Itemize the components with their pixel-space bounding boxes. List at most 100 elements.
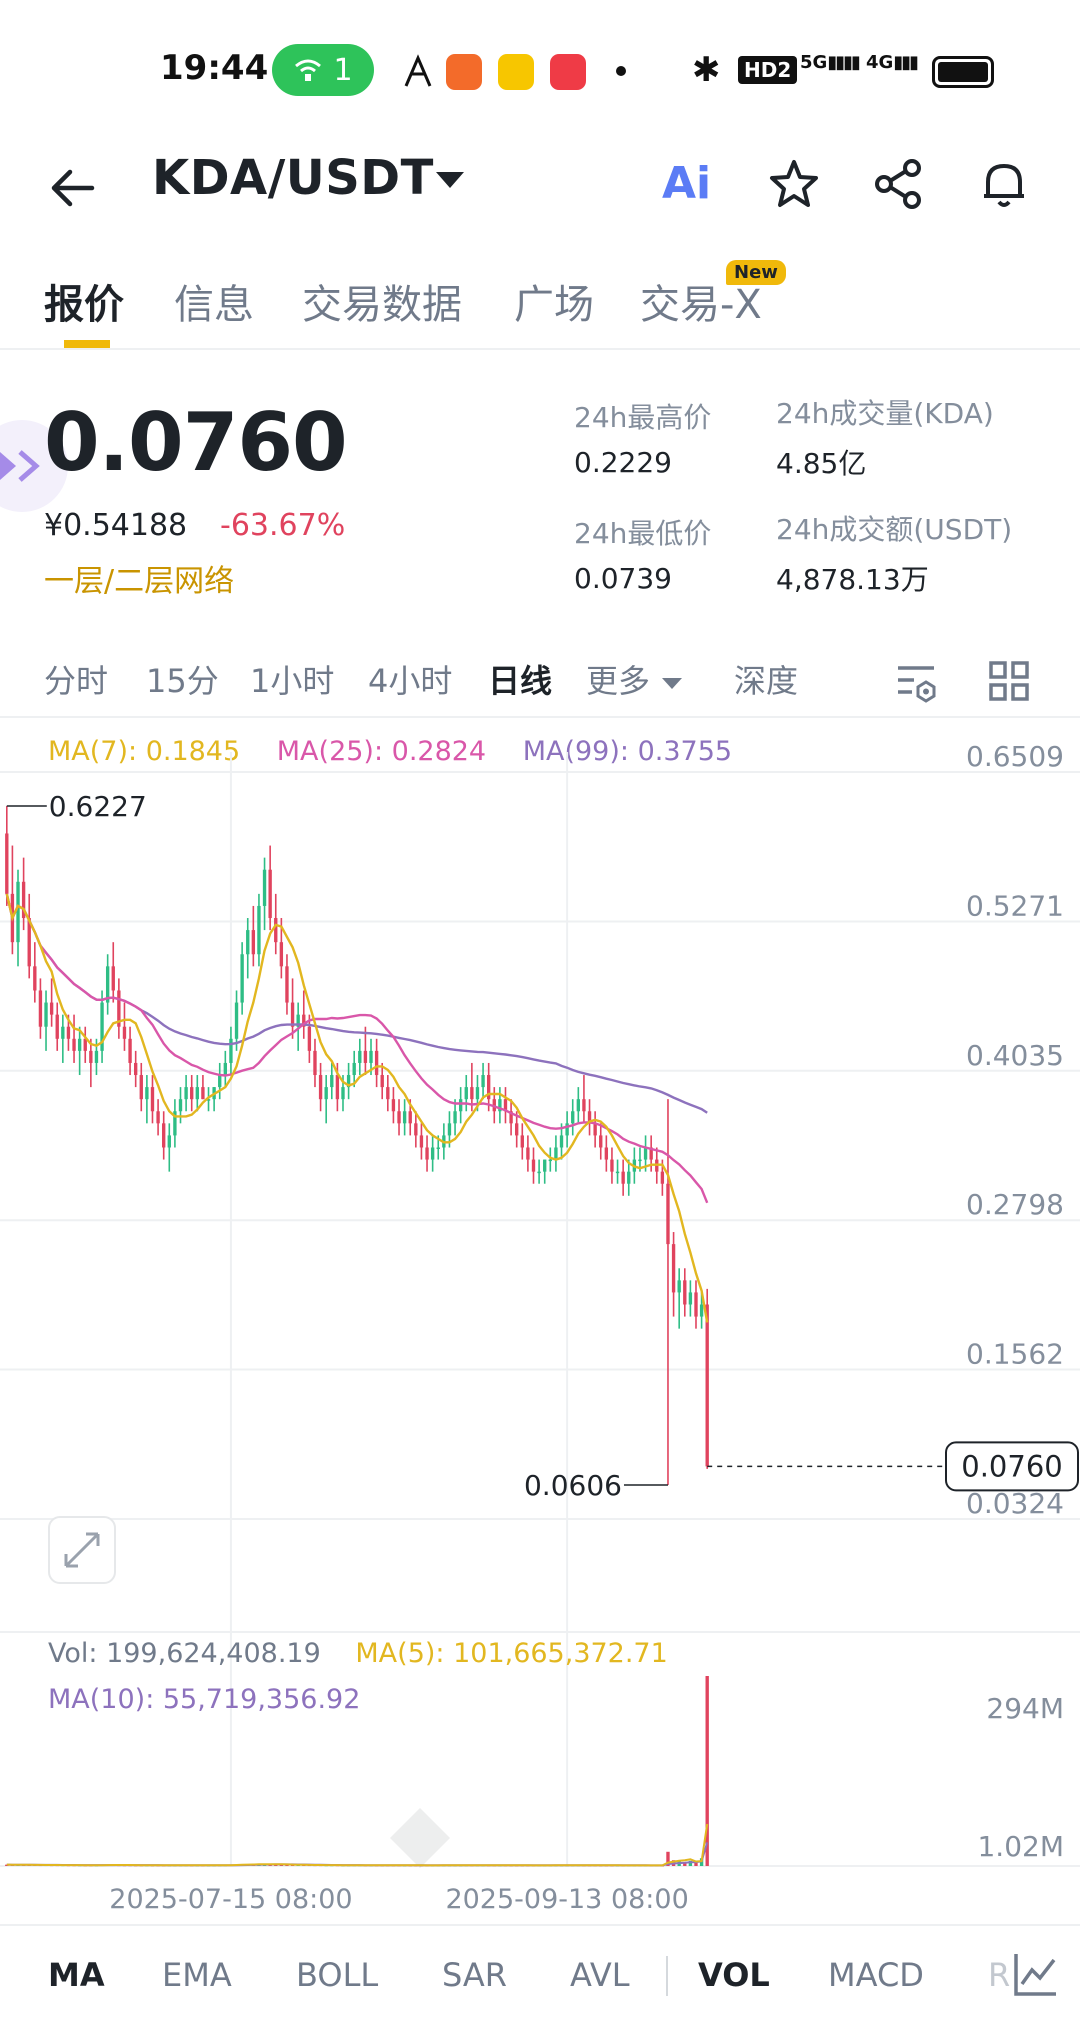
indicator-settings-icon[interactable] xyxy=(1008,1946,1064,2002)
interval-more[interactable]: 更多 xyxy=(586,656,683,702)
candle-body xyxy=(660,1171,665,1184)
vol-legend: Vol: 199,624,408.19 MA(5): 101,665,372.7… xyxy=(48,1638,668,1669)
interval-depth[interactable]: 深度 xyxy=(734,662,799,700)
candle-body xyxy=(49,1002,54,1015)
candle-body xyxy=(257,905,261,955)
candle-body xyxy=(346,1075,351,1088)
candle-body xyxy=(430,1147,435,1160)
candle-body xyxy=(587,1111,592,1124)
stat-24h-high: 24h最高价 0.2229 xyxy=(574,396,711,479)
vol-value: Vol: 199,624,408.19 xyxy=(48,1638,321,1669)
candle-body xyxy=(44,1002,48,1027)
candle-body xyxy=(61,1026,65,1039)
candle-body xyxy=(173,1111,177,1136)
interval-15m[interactable]: 15分 xyxy=(146,662,219,700)
battery-icon xyxy=(932,56,994,88)
vol-legend-2: MA(10): 55,719,356.92 xyxy=(48,1684,360,1715)
indicator-avl[interactable]: AVL xyxy=(570,1956,630,1994)
candle-body xyxy=(565,1123,569,1136)
candle-body xyxy=(425,1147,429,1160)
tab-quote[interactable]: 报价 xyxy=(44,282,124,328)
candle-body xyxy=(240,954,244,1003)
candle-body xyxy=(234,1002,239,1039)
candle-body xyxy=(531,1159,536,1172)
candle-body xyxy=(139,1075,143,1100)
indicator-rsi[interactable]: R xyxy=(988,1956,1011,1994)
interval-timeline[interactable]: 分时 xyxy=(44,662,109,700)
candle-body xyxy=(290,1002,295,1027)
candle-body xyxy=(72,1038,76,1051)
status-time: 19:44 xyxy=(160,48,269,88)
candle-body xyxy=(515,1123,519,1136)
candle-body xyxy=(599,1135,603,1148)
cny-price: ¥0.54188 xyxy=(44,508,188,543)
candle-body xyxy=(486,1075,491,1100)
stat-label: 24h成交量(KDA) xyxy=(776,397,994,430)
stat-24h-volume-quote: 24h成交额(USDT) 4,878.13万 xyxy=(776,508,1012,598)
ai-button[interactable]: Ai xyxy=(662,158,712,209)
candle-body xyxy=(105,966,110,1003)
tab-info[interactable]: 信息 xyxy=(174,282,254,328)
candle-body xyxy=(464,1087,468,1100)
candle-body xyxy=(55,1014,59,1039)
chart-settings-icon[interactable] xyxy=(892,658,940,706)
candle-body xyxy=(475,1087,480,1100)
y-axis-label: 0.5271 xyxy=(966,890,1064,923)
pair-selector[interactable]: KDA/USDT xyxy=(152,150,434,206)
candle-body xyxy=(671,1244,676,1293)
new-badge: New xyxy=(726,260,786,285)
candle-body xyxy=(117,990,121,1027)
candle-body xyxy=(262,869,267,906)
candle-body xyxy=(352,1062,356,1076)
volume-bar xyxy=(688,1860,693,1866)
indicator-sar[interactable]: SAR xyxy=(442,1956,508,1994)
chevron-down-icon[interactable] xyxy=(436,172,464,188)
candle-body xyxy=(190,1087,194,1100)
share-icon[interactable] xyxy=(870,156,926,212)
interval-1h[interactable]: 1小时 xyxy=(250,662,335,700)
bluetooth-icon: ✱ xyxy=(692,50,721,90)
candle-body xyxy=(307,1026,312,1051)
fullscreen-button[interactable] xyxy=(48,1516,116,1584)
candle-body xyxy=(688,1292,693,1305)
star-icon[interactable] xyxy=(766,156,822,212)
tab-square[interactable]: 广场 xyxy=(514,282,594,328)
candle-body xyxy=(380,1075,384,1088)
candle-body xyxy=(458,1099,463,1112)
interval-1d[interactable]: 日线 xyxy=(488,662,553,700)
candle-body xyxy=(498,1099,502,1112)
bell-icon[interactable] xyxy=(976,156,1032,212)
candle-body xyxy=(610,1159,614,1172)
candle-body xyxy=(167,1135,171,1148)
stat-label: 24h最高价 xyxy=(574,401,712,434)
candle-body xyxy=(89,1050,93,1063)
indicator-ma[interactable]: MA xyxy=(48,1956,105,1994)
interval-bar: 分时 15分 1小时 4小时 日线 更多 深度 xyxy=(0,648,1080,718)
tab-trading-data[interactable]: 交易数据 xyxy=(302,282,462,328)
indicator-ema[interactable]: EMA xyxy=(162,1956,232,1994)
candle-body xyxy=(94,1050,99,1063)
signal-5g-icon: 5G▮▮▮▮ xyxy=(800,52,861,73)
indicator-vol[interactable]: VOL xyxy=(698,1956,770,1994)
indicator-macd[interactable]: MACD xyxy=(828,1956,924,1994)
candle-body xyxy=(643,1147,648,1160)
stat-label: 24h成交额(USDT) xyxy=(776,513,1013,546)
back-arrow-icon[interactable] xyxy=(44,158,104,218)
candle-body xyxy=(537,1171,541,1174)
stat-value: 4.85亿 xyxy=(776,447,867,480)
candle-body xyxy=(77,1038,82,1051)
vol-axis-label: 1.02M xyxy=(977,1830,1064,1863)
kline-chart[interactable]: MA(7): 0.1845 MA(25): 0.2824 MA(99): 0.3… xyxy=(0,722,1080,1922)
tab-trade-x[interactable]: 交易-X xyxy=(640,282,762,328)
indicator-boll[interactable]: BOLL xyxy=(296,1956,379,1994)
grid-layout-icon[interactable] xyxy=(986,658,1032,704)
vol-ma5-legend: MA(5): 101,665,372.71 xyxy=(355,1638,668,1669)
interval-4h[interactable]: 4小时 xyxy=(368,662,453,700)
candle-body xyxy=(374,1050,379,1076)
candle-body xyxy=(21,881,26,919)
category-tag[interactable]: 一层/二层网络 xyxy=(44,564,235,599)
volume-bar xyxy=(694,1862,698,1866)
candle-body xyxy=(453,1111,457,1124)
kline-svg: 0.6509 0.5271 0.4035 0.2798 0.1562 0.0324 294M… xyxy=(0,740,1080,1915)
candle-body xyxy=(402,1111,407,1124)
